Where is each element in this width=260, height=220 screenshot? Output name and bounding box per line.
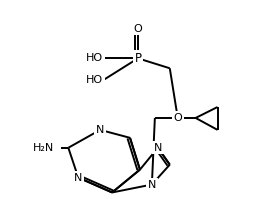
Text: N: N	[96, 125, 104, 135]
Text: P: P	[134, 52, 141, 65]
Text: HO: HO	[86, 53, 103, 63]
Text: N: N	[74, 172, 82, 183]
Text: N: N	[154, 143, 162, 153]
Text: O: O	[173, 113, 182, 123]
Text: HO: HO	[86, 75, 103, 85]
Text: H₂N: H₂N	[33, 143, 54, 153]
Text: O: O	[134, 24, 142, 33]
Text: N: N	[148, 180, 156, 189]
